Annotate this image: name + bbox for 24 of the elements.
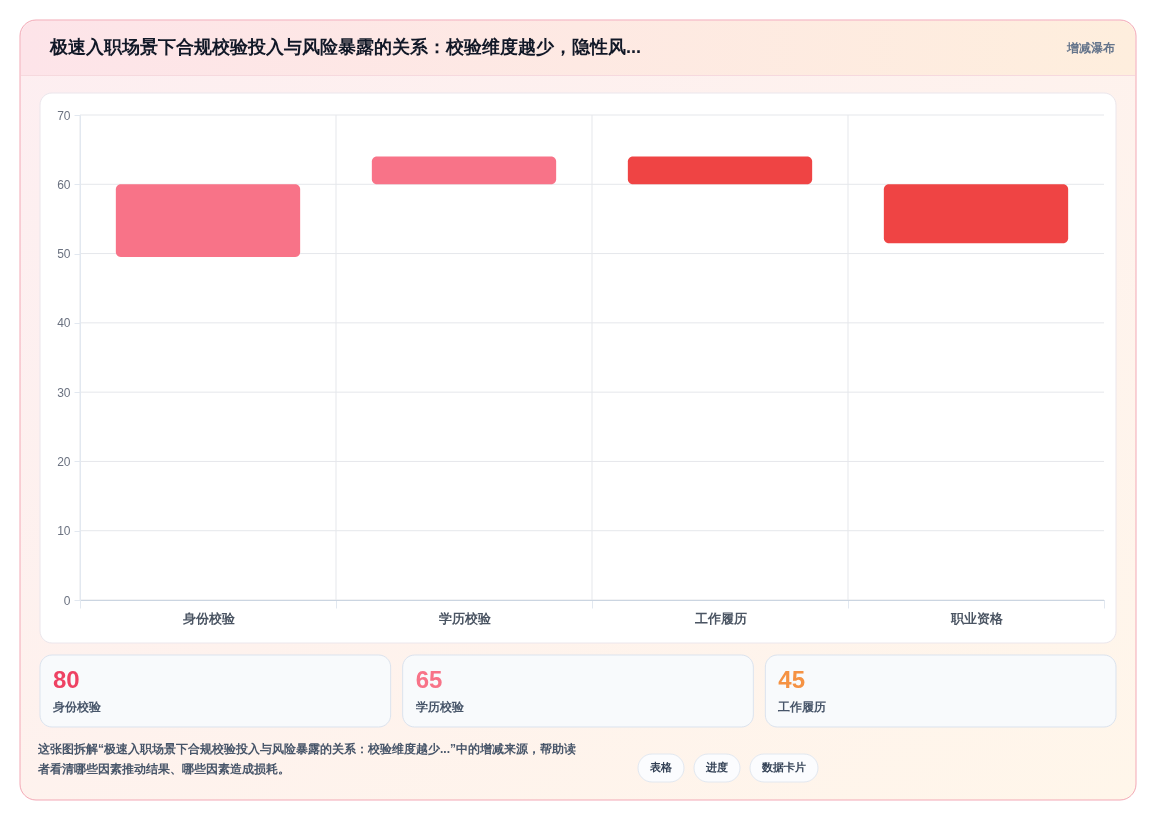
y-tick-label: 60: [57, 177, 71, 192]
chart-title: 极速入职场景下合规校验投入与风险暴露的关系：校验维度越少，隐性风...: [49, 37, 642, 57]
y-tick-label: 40: [57, 316, 71, 331]
y-tick-label: 30: [57, 385, 71, 400]
text: 数据卡片: [761, 761, 806, 773]
y-tick-label: 20: [57, 454, 71, 469]
y-tick-label: 0: [63, 593, 71, 608]
text: 表格: [649, 761, 673, 773]
text: 65: [415, 666, 443, 693]
y-tick-label: 50: [57, 247, 71, 262]
text: 进度: [705, 761, 728, 773]
y-tick-label: 70: [57, 108, 71, 123]
x-tick-label: 职业资格: [949, 611, 1004, 626]
y-tick-label: 10: [57, 524, 71, 539]
text: 80: [53, 666, 80, 693]
text: 工作履历: [777, 700, 827, 714]
x-tick-label: 身份校验: [181, 610, 236, 626]
text: 45: [778, 666, 806, 693]
x-tick-label: 学历校验: [438, 610, 492, 626]
chart-subtitle: 增减瀑布: [1066, 41, 1115, 55]
text: 学历校验: [415, 700, 465, 714]
x-tick-label: 工作履历: [693, 611, 747, 626]
text: 这张图拆解“极速入职场景下合规校验投入与风险暴露的关系：校验维度越少...”中的增减来源，帮助读者看清哪些因素推动结果、哪些因素造成损耗。: [37, 742, 577, 776]
text: 身份校验: [52, 700, 102, 714]
